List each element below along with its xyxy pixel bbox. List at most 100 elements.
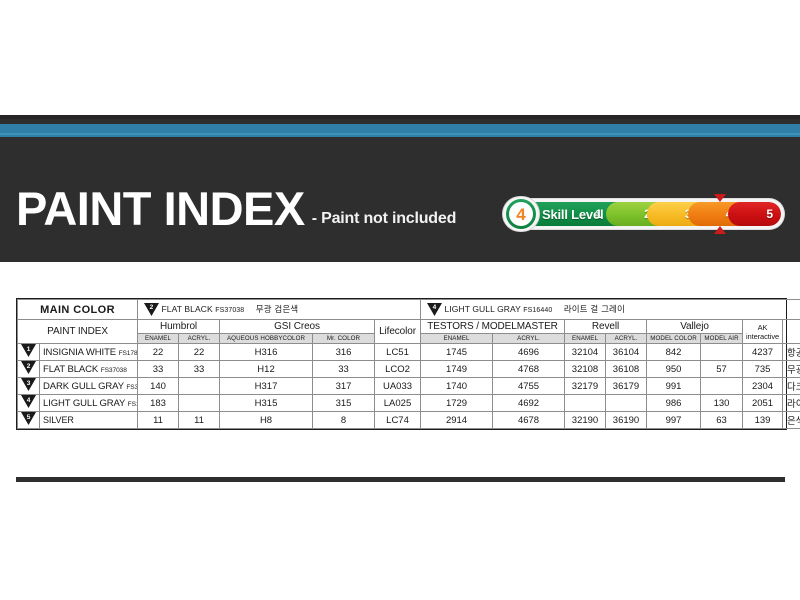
group-header-humbrol: Humbrol xyxy=(137,319,221,334)
row-marker-4: 4 xyxy=(17,394,40,412)
skill-level-pointer-top-icon xyxy=(714,194,726,202)
row-name-text-1: INSIGNIA WHITE xyxy=(43,346,117,358)
group-header-blank xyxy=(782,319,800,344)
main-color-fs-2: FS16440 xyxy=(523,306,553,314)
row-triangle-3-icon: 3 xyxy=(21,378,36,391)
skill-level-badge-inner: 4 xyxy=(509,202,533,226)
cell-korean-name-5: 은색 xyxy=(782,411,800,429)
cell-ak-interactive-1: 4237 xyxy=(742,343,784,361)
row-color-name-2: FLAT BLACK FS37038 xyxy=(38,360,139,378)
cell-revell-acryl-5: 36190 xyxy=(605,411,648,429)
paint-index-header: PAINT INDEX xyxy=(16,319,139,344)
page-title-block: PAINT INDEX - Paint not included xyxy=(16,182,457,235)
row-marker-2: 2 xyxy=(17,360,40,378)
row-name-text-4: LIGHT GULL GRAY xyxy=(43,397,126,409)
cell-revell-enamel-1: 32104 xyxy=(564,343,607,361)
row-marker-number-4: 4 xyxy=(26,397,31,404)
cell-testors-acryl-1: 4696 xyxy=(492,343,566,361)
cell-humbrol-enamel-3: 140 xyxy=(137,377,180,395)
cell-testors-acryl-4: 4692 xyxy=(492,394,566,412)
cell-humbrol-acryl-3 xyxy=(178,377,221,395)
paint-index-table: MAIN COLOR 2 FLAT BLACK FS37038 무광 검은색 4… xyxy=(16,298,800,430)
cell-testors-acryl-2: 4768 xyxy=(492,360,566,378)
row-marker-number-3: 3 xyxy=(26,380,31,387)
main-color-kr-2: 라이트 걸 그레이 xyxy=(563,304,625,315)
cell-ak-interactive-5: 139 xyxy=(742,411,784,429)
sub-header-testors-enamel: ENAMEL xyxy=(420,333,494,344)
cell-revell-acryl-4 xyxy=(605,394,648,412)
marker-triangle-4-icon: 4 xyxy=(427,303,443,317)
hero-band xyxy=(0,115,800,262)
group-header-gsi-creos: GSI Creos xyxy=(219,319,376,334)
hero-blue-stripe xyxy=(0,124,800,137)
cell-humbrol-acryl-5: 11 xyxy=(178,411,221,429)
row-marker-1: 1 xyxy=(17,343,40,361)
cell-humbrol-acryl-2: 33 xyxy=(178,360,221,378)
group-header-ak-interactive: AK interactive xyxy=(742,319,784,344)
cell-vallejo-model-air-3 xyxy=(700,377,744,395)
cell-revell-acryl-3: 36179 xyxy=(605,377,648,395)
marker-triangle-2-icon: 2 xyxy=(144,303,160,317)
cell-testors-acryl-5: 4678 xyxy=(492,411,566,429)
group-header-testors: TESTORS / MODELMASTER xyxy=(420,319,566,334)
row-triangle-4-icon: 4 xyxy=(21,395,36,408)
cell-vallejo-model-air-5: 63 xyxy=(700,411,744,429)
cell-gsi-mr-4: 315 xyxy=(312,394,376,412)
cell-ak-interactive-4: 2051 xyxy=(742,394,784,412)
cell-humbrol-acryl-4 xyxy=(178,394,221,412)
cell-gsi-mr-1: 316 xyxy=(312,343,376,361)
table-row: 1 INSIGNIA WHITE FS17875 22 22 H316 316 … xyxy=(17,343,800,361)
sub-header-humbrol-acryl: ACRYL. xyxy=(178,333,221,344)
cell-korean-name-1: 항공 백색 xyxy=(782,343,800,361)
row-color-name-3: DARK GULL GRAY FS36231 xyxy=(38,377,139,395)
row-marker-number-1: 1 xyxy=(26,346,31,353)
cell-gsi-mr-2: 33 xyxy=(312,360,376,378)
marker-number-4: 4 xyxy=(432,304,437,312)
row-name-text-5: SILVER xyxy=(43,415,74,425)
sub-header-gsi-aqueous: AQUEOUS HOBBYCOLOR xyxy=(219,333,314,344)
skill-level-label: Skill Level xyxy=(542,206,604,222)
row-fs-code-3: FS36231 xyxy=(126,383,138,391)
cell-revell-enamel-4 xyxy=(564,394,607,412)
cell-vallejo-model-air-1 xyxy=(700,343,744,361)
cell-gsi-mr-3: 317 xyxy=(312,377,376,395)
sub-header-vallejo-model-air: MODEL AIR xyxy=(700,333,744,344)
cell-revell-enamel-5: 32190 xyxy=(564,411,607,429)
main-color-cell-2: 4 LIGHT GULL GRAY FS16440 라이트 걸 그레이 xyxy=(420,299,800,320)
cell-gsi-aqueous-5: H8 xyxy=(219,411,314,429)
row-marker-number-5: 5 xyxy=(26,414,31,421)
cell-vallejo-model-color-4: 986 xyxy=(646,394,702,412)
cell-gsi-aqueous-3: H317 xyxy=(219,377,314,395)
main-color-name-2: LIGHT GULL GRAY xyxy=(444,303,521,314)
row-triangle-1-icon: 1 xyxy=(21,344,36,357)
row-fs-code-4: FS16440 xyxy=(127,400,137,408)
group-header-revell: Revell xyxy=(564,319,648,334)
sub-header-gsi-mr-color: Mr. COLOR xyxy=(312,333,376,344)
sub-header-humbrol-enamel: ENAMEL xyxy=(137,333,180,344)
skill-level-segment-number-1: 1 xyxy=(595,207,602,221)
hero-top-line xyxy=(0,115,800,119)
group-header-lifecolor: Lifecolor xyxy=(374,319,422,344)
row-fs-code-2: FS37038 xyxy=(100,366,127,374)
row-color-name-4: LIGHT GULL GRAY FS16440 xyxy=(38,394,139,412)
cell-testors-enamel-2: 1749 xyxy=(420,360,494,378)
page-title: PAINT INDEX xyxy=(16,182,305,235)
skill-level-pointer-bottom-icon xyxy=(714,226,726,234)
bottom-divider-bar xyxy=(16,477,785,482)
main-color-header: MAIN COLOR xyxy=(16,299,139,320)
group-header-vallejo: Vallejo xyxy=(646,319,744,334)
cell-revell-enamel-2: 32108 xyxy=(564,360,607,378)
table-row: 2 FLAT BLACK FS37038 33 33 H12 33 LCO2 1… xyxy=(17,360,800,378)
cell-korean-name-2: 무광 검은색 xyxy=(782,360,800,378)
row-triangle-2-icon: 2 xyxy=(21,361,36,374)
cell-ak-interactive-2: 735 xyxy=(742,360,784,378)
table-group-header-row: PAINT INDEX Humbrol GSI Creos Lifecolor … xyxy=(16,319,800,344)
cell-testors-enamel-5: 2914 xyxy=(420,411,494,429)
main-color-name-1: FLAT BLACK xyxy=(161,303,213,314)
skill-level-badge: 4 xyxy=(503,197,539,231)
page-subtitle: - Paint not included xyxy=(311,210,457,227)
table-row: 4 LIGHT GULL GRAY FS16440 183 H315 315 L… xyxy=(17,394,800,412)
skill-level-segment-5: 5 xyxy=(728,202,781,226)
cell-gsi-aqueous-4: H315 xyxy=(219,394,314,412)
sub-header-revell-acryl: ACRYL. xyxy=(605,333,648,344)
